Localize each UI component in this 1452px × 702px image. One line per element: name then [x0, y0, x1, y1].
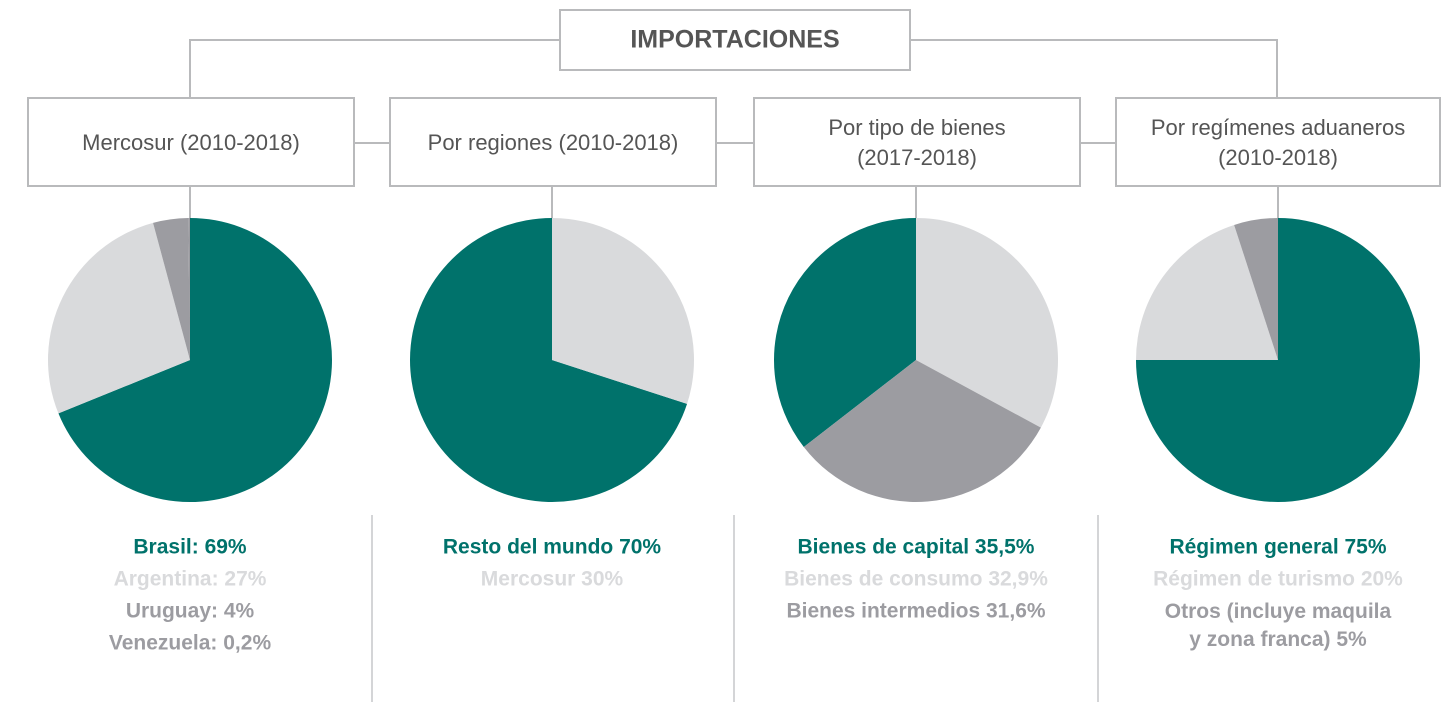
panel-title: Por regímenes aduaneros (2010-2018): [1151, 115, 1405, 170]
legend-label: Uruguay: 4%: [126, 600, 255, 623]
panel-box: [753, 97, 1081, 187]
pie-slice: [58, 218, 333, 503]
panel-title: Por regiones (2010-2018): [428, 130, 679, 155]
pie-slice: [48, 222, 190, 414]
legend-label: Brasil: 69%: [133, 536, 247, 559]
legend-label: Resto del mundo 70%: [443, 536, 662, 559]
legend-label: Bienes de capital 35,5%: [798, 536, 1035, 559]
legend-label: Régimen de turismo 20%: [1153, 568, 1403, 591]
panel-box: [27, 97, 355, 187]
legend-label: Bienes de consumo 32,9%: [784, 568, 1048, 591]
legend-label: Argentina: 27%: [114, 568, 267, 591]
title-box: [559, 9, 911, 71]
legend-label: Otros (incluye maquila y zona franca) 5%: [1165, 600, 1392, 651]
pie-slice: [1136, 224, 1278, 360]
legend-label: Régimen general 75%: [1169, 536, 1386, 559]
legend-label: Bienes intermedios 31,6%: [786, 600, 1045, 623]
pie-slice: [188, 218, 190, 360]
panel-box: [389, 97, 717, 187]
pie-slice: [916, 218, 1058, 428]
pie-slice: [153, 218, 190, 360]
title: IMPORTACIONES: [630, 26, 839, 54]
pie-slice: [409, 218, 688, 503]
pie-slice: [552, 218, 694, 404]
panel-title: Por tipo de bienes (2017-2018): [828, 115, 1005, 170]
pie-slice: [803, 360, 1041, 502]
legend-label: Venezuela: 0,2%: [109, 632, 272, 655]
connector: [189, 39, 1278, 144]
pie-slice: [1234, 218, 1278, 360]
panel-box: [1115, 97, 1441, 187]
panel-title: Mercosur (2010-2018): [82, 130, 300, 155]
pie-slice: [774, 218, 916, 448]
legend-label: Mercosur 30%: [481, 568, 624, 591]
